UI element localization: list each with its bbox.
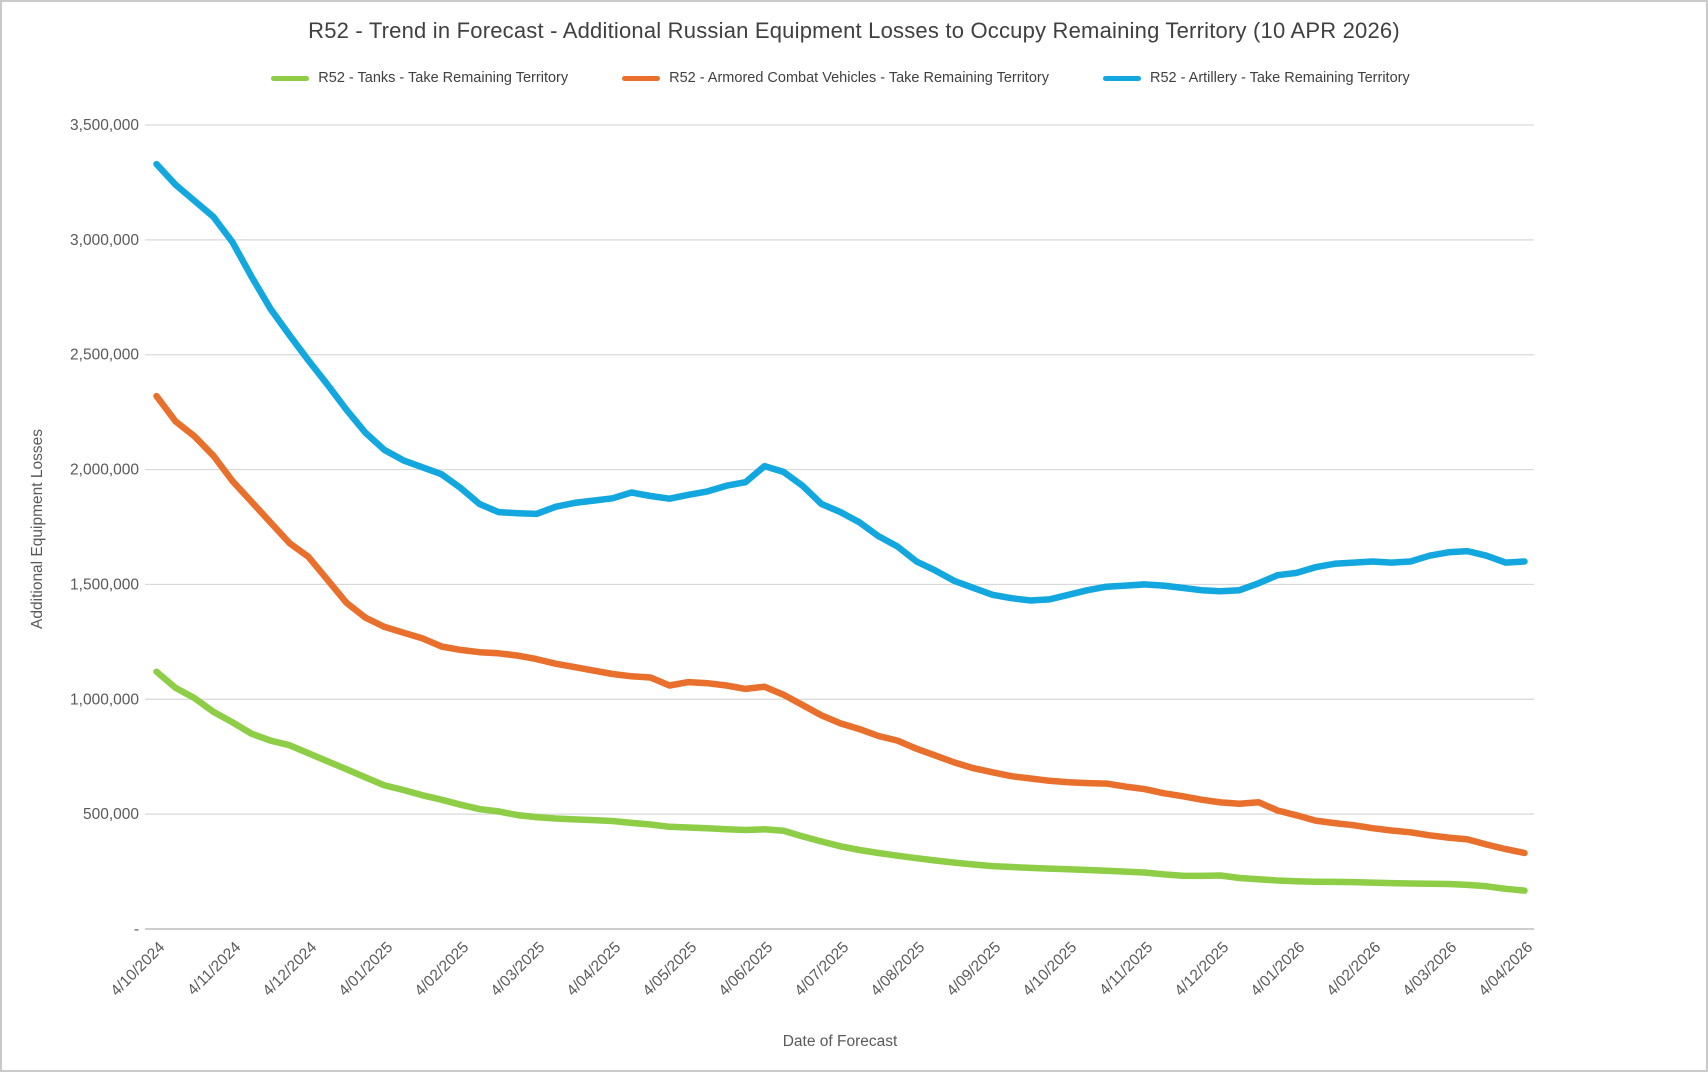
series-line-r52-tanks-take-remaining-territory: [153, 668, 1528, 894]
y-tick-label: 2,000,000: [70, 462, 139, 479]
x-tick-label: 4/02/2026: [1324, 939, 1385, 1000]
legend-item-tanks: R52 - Tanks - Take Remaining Territory: [271, 70, 568, 86]
x-tick-label: 4/04/2025: [564, 939, 625, 1000]
x-tick-label: 4/09/2025: [944, 939, 1005, 1000]
x-tick-label: 4/06/2025: [716, 939, 777, 1000]
x-tick-label: 4/08/2025: [868, 939, 929, 1000]
y-axis-tick-labels: - 500,000 1,000,000 1,500,000 2,000,000 2,500…: [70, 117, 139, 938]
series-lines: [153, 160, 1528, 894]
x-tick-label: 4/07/2025: [792, 939, 853, 1000]
legend-swatch-artillery: [1102, 75, 1141, 81]
legend-label-artillery: R52 - Artillery - Take Remaining Territo…: [1149, 70, 1410, 86]
y-tick-label: 1,000,000: [70, 691, 139, 708]
x-tick-label: 4/12/2024: [260, 939, 321, 1000]
x-tick-label: 4/04/2026: [1476, 939, 1537, 1000]
y-tick-label: 500,000: [83, 806, 139, 823]
x-tick-label: 4/11/2025: [1096, 939, 1156, 999]
x-tick-label: 4/01/2026: [1248, 939, 1309, 1000]
x-tick-label: 4/11/2024: [184, 939, 244, 999]
y-tick-label: -: [134, 921, 139, 938]
legend-label-tanks: R52 - Tanks - Take Remaining Territory: [318, 70, 569, 86]
x-tick-label: 4/12/2025: [1172, 939, 1233, 1000]
x-tick-label: 4/01/2025: [336, 939, 397, 1000]
legend-item-artillery: R52 - Artillery - Take Remaining Territo…: [1102, 70, 1410, 86]
x-tick-label: 4/05/2025: [640, 939, 701, 1000]
legend-label-armored-combat-vehicles: R52 - Armored Combat Vehicles - Take Rem…: [669, 70, 1049, 86]
chart-title: R52 - Trend in Forecast - Additional Rus…: [308, 18, 1400, 43]
series-line-r52-artillery-take-remaining-territory: [153, 160, 1528, 604]
x-axis-title: Date of Forecast: [783, 1033, 898, 1050]
x-tick-label: 4/03/2026: [1400, 939, 1461, 1000]
x-axis-tick-labels: 4/10/2024 4/11/2024 4/12/2024 4/01/2025 4/02…: [108, 939, 1537, 1000]
y-tick-label: 3,500,000: [70, 117, 139, 134]
legend-swatch-armored-combat-vehicles: [622, 75, 661, 81]
x-tick-label: 4/03/2025: [488, 939, 549, 1000]
y-tick-label: 3,000,000: [70, 232, 139, 249]
y-tick-label: 1,500,000: [70, 576, 139, 593]
x-tick-label: 4/02/2025: [412, 939, 473, 1000]
y-axis-title: Additional Equipment Losses: [29, 429, 46, 629]
gridlines: [145, 124, 1534, 930]
legend: R52 - Tanks - Take Remaining Territory R…: [147, 70, 1534, 86]
x-tick-label: 4/10/2025: [1020, 939, 1081, 1000]
series-line-r52-armored-combat-vehicles-take-remaining-territory: [153, 392, 1528, 857]
x-tick-label: 4/10/2024: [108, 939, 169, 1000]
y-tick-label: 2,500,000: [70, 347, 139, 364]
legend-swatch-tanks: [271, 75, 310, 81]
legend-item-armored-combat-vehicles: R52 - Armored Combat Vehicles - Take Rem…: [622, 70, 1049, 86]
